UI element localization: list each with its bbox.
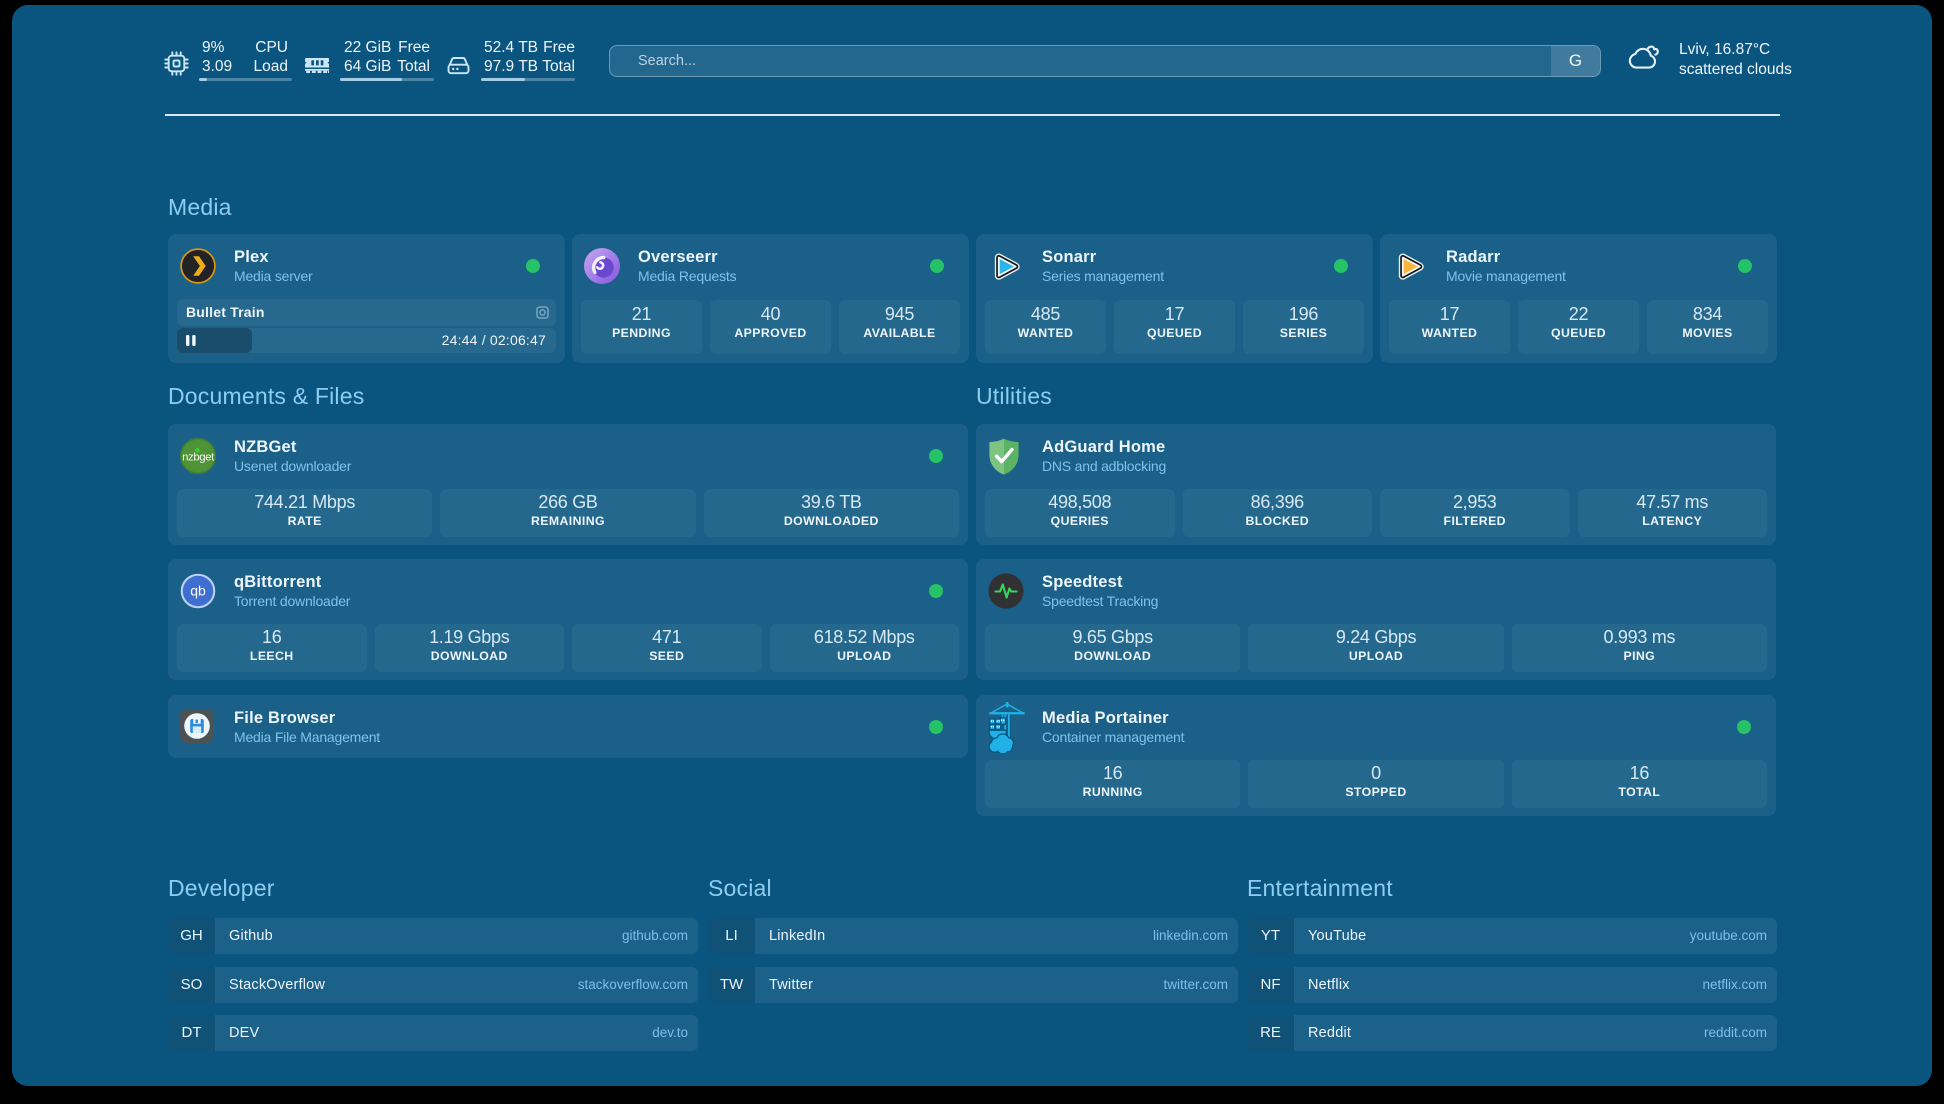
svg-text:qb: qb: [190, 583, 206, 599]
svg-text:nzbget: nzbget: [182, 451, 215, 463]
